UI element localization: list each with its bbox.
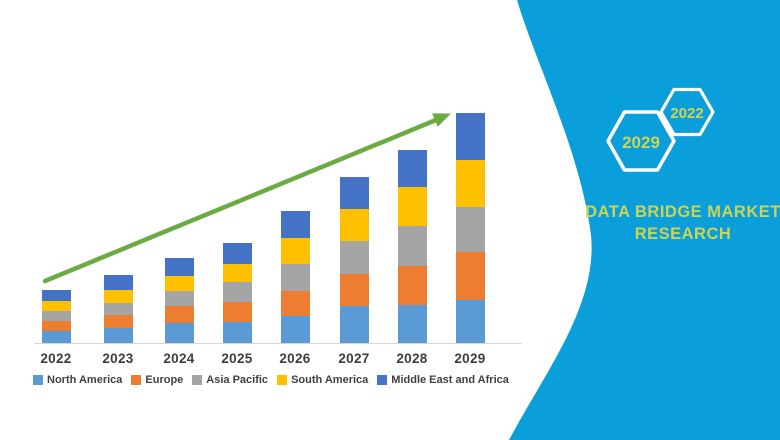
legend-swatch-icon: [131, 375, 142, 385]
legend-label: Europe: [145, 374, 184, 386]
bar-segment-europe: [397, 266, 427, 305]
x-axis-label-2025: 2025: [221, 351, 253, 366]
bar-segment-south-america: [103, 290, 133, 303]
legend-swatch-icon: [377, 375, 388, 385]
legend-swatch-icon: [192, 375, 203, 385]
bar-segment-europe: [455, 252, 485, 300]
bar-segment-asia-pacific: [41, 311, 71, 321]
legend-item-asia-pacific: Asia Pacific: [192, 374, 268, 386]
bar-segment-middle-east-and-africa: [455, 113, 485, 160]
x-axis-label-2022: 2022: [40, 351, 72, 366]
bar-segment-north-america: [339, 306, 369, 343]
bar-segment-asia-pacific: [339, 241, 369, 274]
hexagon-2029-label: 2029: [622, 133, 660, 152]
bar-segment-north-america: [397, 305, 427, 343]
x-axis-label-2026: 2026: [279, 351, 311, 366]
x-axis-label-2028: 2028: [396, 351, 428, 366]
bar-segment-europe: [164, 306, 194, 323]
bar-segment-south-america: [339, 209, 369, 241]
bar-segment-south-america: [222, 264, 252, 282]
bar-segment-europe: [280, 291, 310, 316]
x-axis-label-2029: 2029: [454, 351, 486, 366]
legend-label: Middle East and Africa: [391, 374, 509, 386]
bar-segment-north-america: [103, 328, 133, 343]
bar-segment-north-america: [222, 322, 252, 343]
bar-segment-north-america: [280, 316, 310, 343]
bar-segment-asia-pacific: [222, 282, 252, 302]
legend-label: North America: [47, 374, 123, 386]
hexagon-2022-label: 2022: [670, 105, 703, 122]
bar-segment-north-america: [164, 323, 194, 343]
bar-segment-asia-pacific: [280, 264, 310, 291]
bar-segment-south-america: [164, 276, 194, 291]
chart-legend: North America Europe Asia Pacific South Ame…: [33, 374, 509, 386]
bar-segment-middle-east-and-africa: [339, 177, 369, 209]
bar-segment-europe: [222, 302, 252, 322]
bar-segment-asia-pacific: [164, 291, 194, 306]
legend-label: Asia Pacific: [206, 374, 269, 386]
bar-segment-north-america: [41, 331, 71, 343]
hexagon-2029: [606, 110, 676, 172]
bar-segment-south-america: [41, 301, 71, 311]
bar-segment-europe: [339, 274, 369, 306]
legend-item-europe: Europe: [131, 374, 183, 386]
legend-label: South America: [291, 374, 369, 386]
bar-segment-asia-pacific: [103, 303, 133, 315]
bar-segment-south-america: [397, 187, 427, 226]
bar-segment-south-america: [280, 238, 310, 264]
bar-segment-europe: [41, 321, 71, 331]
bar-segment-middle-east-and-africa: [222, 243, 252, 264]
bar-segment-middle-east-and-africa: [41, 290, 71, 301]
hexagon-2022: [659, 87, 715, 137]
x-axis-label-2024: 2024: [163, 351, 195, 366]
legend-swatch-icon: [277, 375, 288, 385]
bar-segment-middle-east-and-africa: [164, 258, 194, 276]
brand-name-line1: DATA BRIDGE MARKET: [585, 203, 780, 221]
stacked-bar-chart: 2022 2023 2024 2025 2026 2027 2028 2029 North A…: [33, 113, 522, 386]
bar-segment-north-america: [455, 300, 485, 343]
bar-segment-middle-east-and-africa: [103, 275, 133, 290]
bar-segment-middle-east-and-africa: [397, 150, 427, 187]
brand-name-line2: RESEARCH: [635, 225, 732, 243]
bar-segment-asia-pacific: [455, 207, 485, 252]
bar-segment-europe: [103, 315, 133, 328]
x-axis-line: [35, 343, 522, 344]
x-axis-label-2027: 2027: [338, 351, 370, 366]
bar-segment-asia-pacific: [397, 226, 427, 266]
legend-item-north-america: North America: [33, 374, 122, 386]
bar-segment-middle-east-and-africa: [280, 211, 310, 238]
legend-swatch-icon: [33, 375, 43, 385]
bar-segment-south-america: [455, 160, 485, 207]
legend-item-south-america: South America: [277, 374, 368, 386]
legend-item-middle-east-and-africa: Middle East and Africa: [377, 374, 509, 386]
x-axis-label-2023: 2023: [102, 351, 134, 366]
